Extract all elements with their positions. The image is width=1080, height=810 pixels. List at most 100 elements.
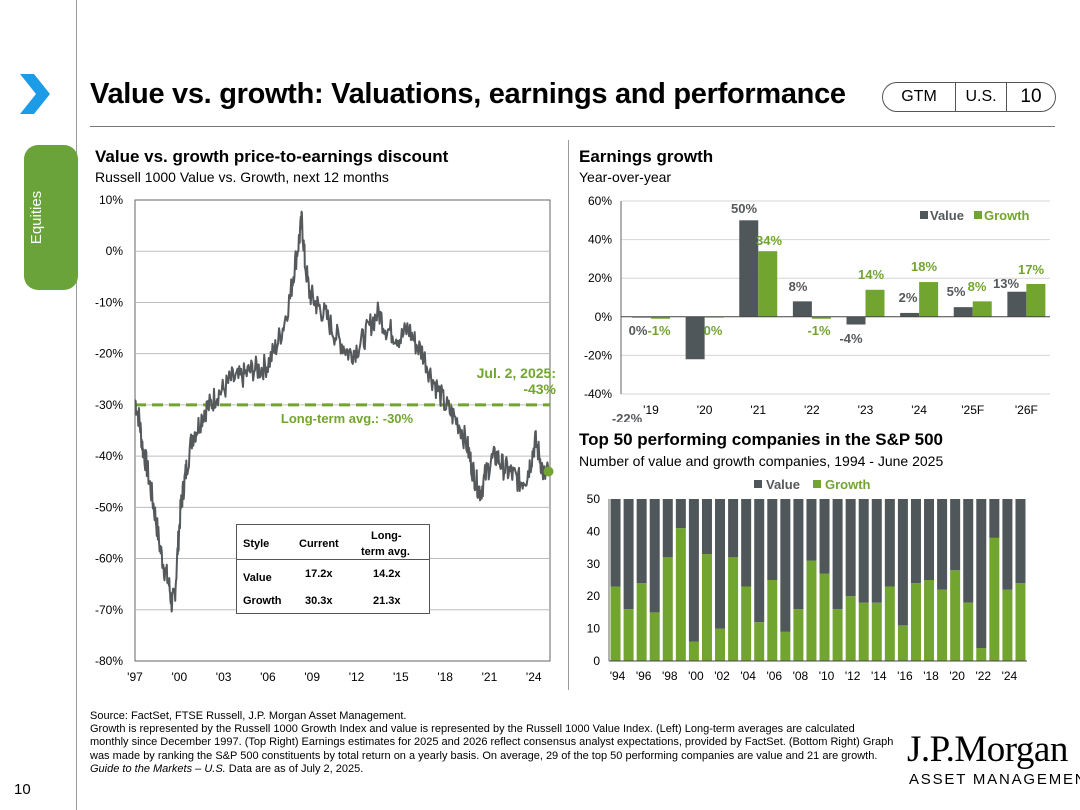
eg-bar-growth [972,301,992,317]
top-bar-growth [636,583,647,661]
footnote-guide-title: Guide to the Markets – U.S. [90,762,226,775]
table-header-longterm-1: Long- [371,530,402,542]
top-x-tick-label: '04 [740,669,756,683]
pe-y-tick-label: -20% [95,347,123,361]
left-panel-subtitle: Russell 1000 Value vs. Growth, next 12 m… [95,169,389,185]
eg-data-label: -1% [807,323,831,338]
top-bar-growth [832,609,843,661]
top-bar-value [897,499,908,626]
eg-bar-value [1007,291,1027,317]
eg-x-tick-label: '23 [858,403,874,417]
top-bar-value [623,499,634,610]
top-bar-growth [662,557,673,661]
eg-bar-growth [865,289,885,317]
eg-data-label: 17% [1018,262,1044,277]
top-x-tick-label: '22 [975,669,991,683]
top50-chart: 50 40 30 20 10 0 '94 '96 '98 '00 '02 '04 '06 '08 '10 '1… [587,477,1027,683]
top-bar-value [610,499,621,587]
eg-data-label: 50% [731,201,757,216]
page-number-pill: 10 [1006,82,1056,112]
top-bar-value [1002,499,1013,590]
eg-data-label: 18% [911,259,937,274]
pe-x-tick-label: '03 [216,670,232,684]
footnote-source: Source: FactSet, FTSE Russell, J.P. Morg… [90,710,407,722]
eg-data-label: 8% [789,279,808,294]
eg-y-tick-label: 40% [588,233,612,247]
top-bar-value [728,499,739,558]
top-x-tick-label: '08 [793,669,809,683]
page-title: Value vs. growth: Valuations, earnings a… [90,78,846,110]
top-bar-growth [884,586,895,661]
top-x-tick-label: '18 [923,669,939,683]
eg-data-label: -22% [612,411,643,422]
top-y-tick-label: 20 [587,589,601,603]
top-bar-value [767,499,778,580]
chevron-right-icon[interactable] [18,72,52,116]
table-row-value-current: 17.2x [305,568,333,580]
top-bar-growth [950,570,961,661]
jpmorgan-logo: J.P.Morgan [907,729,1068,770]
top-bar-growth [976,648,987,661]
eg-data-label: 2% [899,290,918,305]
eg-data-label: 8% [968,279,987,294]
top-bar-value [662,499,673,558]
eg-data-label: 34% [756,233,782,248]
top-bar-growth [793,609,804,661]
pe-x-tick-label: '24 [526,670,542,684]
table-header-current: Current [299,538,339,550]
top-bar-value [937,499,948,590]
top-bar-growth [623,609,634,661]
table-row-growth-current: 30.3x [305,595,333,607]
eg-x-tick-label: '26F [1015,403,1038,417]
top-bar-growth [780,631,791,661]
top-bar-growth [819,573,830,661]
top-bar-growth [610,586,621,661]
top-bar-growth [924,580,935,661]
top-bar-growth [649,612,660,661]
top-bar-growth [701,554,712,661]
pe-y-tick-label: -60% [95,552,123,566]
top50-panel-subtitle: Number of value and growth companies, 19… [579,453,944,469]
top-x-tick-label: '00 [688,669,704,683]
pe-x-tick-label: '21 [482,670,498,684]
top-x-tick-label: '24 [1002,669,1018,683]
top-bar-growth [728,557,739,661]
top-bar-growth [806,560,817,661]
top-x-tick-label: '20 [949,669,965,683]
eg-x-tick-label: '19 [643,403,659,417]
eg-x-tick-label: '22 [804,403,820,417]
top-bar-value [924,499,935,580]
top-bar-value [806,499,817,561]
pe-x-tick-label: '09 [304,670,320,684]
top-bar-value [845,499,856,597]
eg-bar-growth [919,282,939,317]
top-y-tick-label: 10 [587,622,601,636]
top-legend-value-label: Value [766,477,800,492]
top-bar-value [636,499,647,584]
top-x-tick-label: '94 [610,669,626,683]
pe-x-tick-label: '06 [260,670,276,684]
pe-y-tick-label: -80% [95,654,123,668]
eg-data-label: 0% [704,323,723,338]
eg-bar-value [685,316,705,360]
top-bar-growth [845,596,856,661]
pe-discount-chart: 10% 0% -10% -20% -30% -40% -50% -60% -70% -80% '97… [95,193,557,684]
top-bar-growth [715,628,726,661]
pe-x-tick-label: '12 [349,670,365,684]
eg-data-label: 14% [858,267,884,282]
eg-y-tick-label: 20% [588,271,612,285]
table-header-longterm-2: term avg. [361,546,410,558]
eg-legend-value-swatch [920,211,928,219]
asset-management-logo: ASSET MANAGEMENT [909,771,1080,788]
top-x-tick-label: '14 [871,669,887,683]
top-bar-value [1015,499,1026,584]
section-tab-label: Equities [28,190,46,245]
pe-annotation-date: Jul. 2, 2025: [477,365,556,381]
top-legend-growth-label: Growth [825,477,871,492]
section-tab[interactable] [24,145,78,290]
top-bar-value [884,499,895,587]
top-bar-growth [1015,583,1026,661]
top-y-tick-label: 0 [593,654,600,668]
pe-y-tick-label: -70% [95,603,123,617]
table-row-growth-style: Growth [243,595,282,607]
